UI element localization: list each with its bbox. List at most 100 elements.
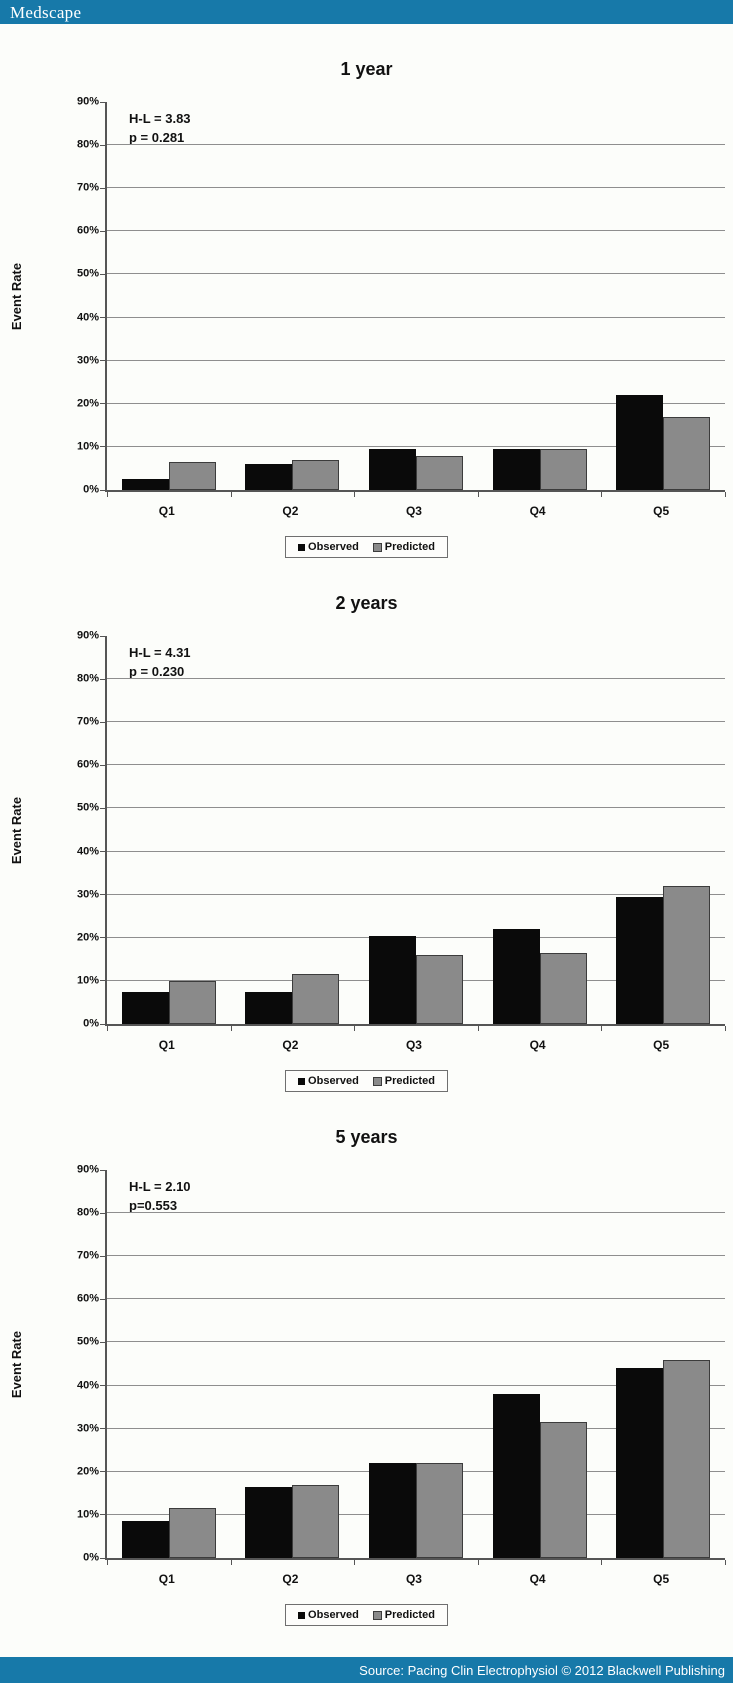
legend-predicted-label: Predicted: [384, 541, 435, 553]
legend-key-observed: Observed: [298, 541, 359, 553]
y-tick: [100, 721, 107, 723]
bar-group-q1: [107, 102, 231, 490]
legend-predicted-label: Predicted: [384, 1609, 435, 1621]
y-tick-label: 30%: [76, 888, 99, 901]
bar-predicted: [292, 974, 340, 1024]
x-axis-label-q1: Q1: [158, 504, 175, 518]
x-tick: [107, 1026, 108, 1031]
y-tick-label: 90%: [76, 629, 99, 642]
x-tick: [107, 492, 108, 497]
y-tick: [100, 1557, 107, 1559]
y-tick-label: 60%: [76, 758, 99, 771]
gridline: [107, 1427, 725, 1429]
y-tick-label: 70%: [76, 181, 99, 194]
plot-area: Event Rate H-L = 3.83 p = 0.281 0% 10% 20%…: [10, 96, 726, 497]
stats-annotation: H-L = 2.10 p=0.553: [129, 1178, 191, 1216]
x-tick: [477, 1560, 479, 1565]
legend-key-predicted: Predicted: [372, 1609, 435, 1621]
y-tick-label: 0%: [83, 1551, 99, 1564]
gridline: [107, 1298, 725, 1300]
bar-observed: [121, 1521, 169, 1558]
x-axis-label-q4: Q4: [529, 1572, 546, 1586]
bar-observed: [245, 464, 293, 490]
bar-observed: [245, 1486, 293, 1558]
bar-predicted: [539, 449, 587, 490]
y-tick: [100, 187, 107, 189]
legend: Observed Predicted: [285, 1604, 448, 1626]
x-tick: [230, 1560, 232, 1565]
bar-predicted: [539, 1422, 587, 1558]
y-tick: [100, 678, 107, 680]
legend-key-observed: Observed: [298, 1075, 359, 1087]
x-axis-label-q2: Q2: [282, 1038, 299, 1052]
bar-predicted: [663, 416, 711, 490]
y-tick-label: 50%: [76, 267, 99, 280]
bar-group-q4: [478, 1170, 602, 1558]
bar-groups: [107, 636, 725, 1024]
y-tick-label: 40%: [76, 311, 99, 324]
x-axis-labels: Q1 Q2 Q3 Q4 Q5: [105, 504, 723, 518]
x-tick: [601, 492, 603, 497]
gridline: [107, 807, 725, 809]
y-tick: [100, 489, 107, 491]
y-axis-label: Event Rate: [9, 1330, 25, 1398]
predicted-swatch-icon: [372, 542, 382, 552]
bar-observed: [369, 1463, 416, 1558]
y-tick: [100, 101, 107, 103]
y-tick-label: 10%: [76, 974, 99, 987]
gridline: [107, 273, 725, 275]
bar-predicted: [292, 459, 340, 490]
bar-observed: [616, 896, 664, 1024]
x-axis-label-q4: Q4: [529, 1038, 546, 1052]
x-tick: [601, 1026, 603, 1031]
bar-group-q5: [601, 102, 725, 490]
x-axis-label-q5: Q5: [653, 1038, 670, 1052]
chart-row: Event Rate H-L = 3.83 p = 0.281 0% 10% 20%…: [10, 96, 733, 497]
y-tick: [100, 446, 107, 448]
y-tick: [100, 980, 107, 982]
stats-annotation: H-L = 4.31 p = 0.230: [129, 644, 191, 682]
bar-predicted: [292, 1484, 340, 1558]
bar-observed: [616, 1368, 664, 1558]
predicted-swatch-icon: [372, 1610, 382, 1620]
y-tick-label: 40%: [76, 1379, 99, 1392]
y-tick: [100, 1023, 107, 1025]
y-tick-label: 80%: [76, 138, 99, 151]
gridline: [107, 764, 725, 766]
x-axis-label-q1: Q1: [158, 1038, 175, 1052]
p-value: p = 0.230: [129, 663, 185, 679]
gridline: [107, 359, 725, 361]
bar-predicted: [168, 980, 216, 1024]
x-tick: [354, 1026, 356, 1031]
bar-observed: [369, 449, 416, 490]
y-tick: [100, 1298, 107, 1300]
hl-statistic: H-L = 2.10: [129, 1179, 191, 1194]
bar-observed: [492, 1394, 540, 1558]
charts-main: 1 year Event Rate H-L = 3.83 p = 0.281 0…: [0, 24, 733, 1657]
y-tick: [100, 273, 107, 275]
y-tick: [100, 807, 107, 809]
y-tick-label: 0%: [83, 483, 99, 496]
plot-area: Event Rate H-L = 2.10 p=0.553 0% 10% 20% 30…: [10, 1164, 726, 1565]
bar-group-q4: [478, 636, 602, 1024]
bar-observed: [492, 449, 540, 490]
y-tick: [100, 360, 107, 362]
gridline: [107, 402, 725, 404]
x-tick: [230, 492, 232, 497]
gridline: [107, 1255, 725, 1257]
x-axis-label-q5: Q5: [653, 504, 670, 518]
gridline: [107, 316, 725, 318]
bar-predicted: [539, 952, 587, 1024]
gridline: [107, 187, 725, 189]
x-tick: [725, 1560, 726, 1565]
y-axis-label: Event Rate: [9, 796, 25, 864]
bar-predicted: [415, 455, 463, 490]
bar-predicted: [168, 461, 216, 490]
x-tick: [725, 492, 726, 497]
bar-observed: [245, 991, 293, 1024]
y-tick-label: 70%: [76, 715, 99, 728]
y-tick-label: 80%: [76, 672, 99, 685]
x-tick: [107, 1560, 108, 1565]
hl-statistic: H-L = 3.83: [129, 111, 191, 126]
